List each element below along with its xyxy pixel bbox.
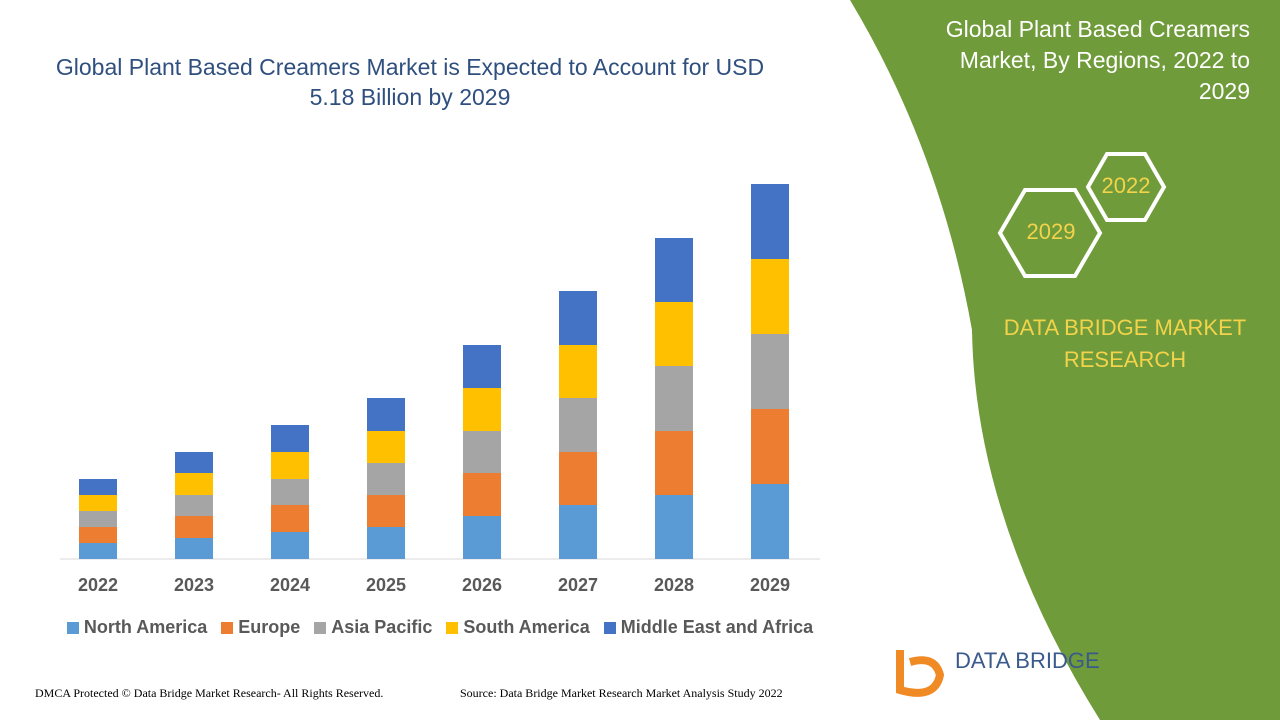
x-tick-label: 2025 bbox=[366, 575, 406, 595]
legend-label: Asia Pacific bbox=[331, 617, 433, 637]
bar-segment bbox=[463, 345, 501, 388]
bar-segment bbox=[79, 511, 117, 527]
legend-item: South America bbox=[446, 617, 590, 638]
bar-segment bbox=[367, 495, 405, 527]
legend-swatch bbox=[221, 621, 234, 634]
legend-label: Middle East and Africa bbox=[620, 617, 814, 637]
legend-item: Europe bbox=[221, 617, 300, 638]
logo-text: DATA BRIDGE bbox=[955, 648, 1100, 673]
x-tick-label: 2029 bbox=[750, 575, 790, 595]
legend: North America Europe Asia Pacific South Ame… bbox=[60, 617, 820, 638]
bar-segment bbox=[175, 516, 213, 538]
bar-segment bbox=[751, 409, 789, 484]
bar-segment bbox=[175, 452, 213, 473]
legend-swatch bbox=[66, 621, 79, 634]
bar-segment bbox=[559, 345, 597, 398]
bar-segment bbox=[655, 431, 693, 495]
legend-swatch bbox=[314, 621, 327, 634]
x-tick-label: 2023 bbox=[174, 575, 214, 595]
bar-segment bbox=[175, 473, 213, 495]
hexagon bbox=[997, 188, 1103, 278]
bar-segment bbox=[367, 431, 405, 463]
bar-segment bbox=[367, 463, 405, 495]
bar-segment bbox=[655, 238, 693, 302]
bar-segment bbox=[271, 452, 309, 479]
bar-segment bbox=[559, 505, 597, 559]
legend-swatch bbox=[603, 621, 616, 634]
brand: DATA BRIDGE MARKET RESEARCH bbox=[1003, 315, 1247, 372]
x-tick-label: 2027 bbox=[558, 575, 598, 595]
bar-segment bbox=[559, 452, 597, 505]
panel-title: Global Plant Based Creamers Market, By R… bbox=[945, 16, 1250, 104]
bar-segment bbox=[463, 516, 501, 559]
legend-item: North America bbox=[66, 617, 208, 638]
bar-segment bbox=[271, 479, 309, 505]
green-panel bbox=[850, 0, 1280, 720]
hexagon bbox=[1085, 152, 1167, 222]
x-tick-label: 2024 bbox=[270, 575, 310, 595]
bar-segment bbox=[79, 479, 117, 495]
bar-segment bbox=[367, 398, 405, 431]
legend-label: South America bbox=[463, 617, 590, 637]
bar-segment bbox=[463, 431, 501, 473]
bar-segment bbox=[79, 543, 117, 559]
bar-segment bbox=[751, 184, 789, 259]
x-tick-label: 2022 bbox=[78, 575, 118, 595]
bar-segment bbox=[559, 398, 597, 452]
bar-segment bbox=[655, 495, 693, 559]
bar-segment bbox=[271, 425, 309, 452]
bar-segment bbox=[367, 527, 405, 559]
legend-item: Asia Pacific bbox=[314, 617, 432, 638]
bar-segment bbox=[463, 473, 501, 516]
bar-segment bbox=[751, 334, 789, 409]
x-tick-label: 2026 bbox=[462, 575, 502, 595]
bar-segment bbox=[175, 495, 213, 516]
bar-segment bbox=[559, 291, 597, 345]
bar-segment bbox=[463, 388, 501, 431]
legend-label: North America bbox=[83, 617, 208, 637]
bar-segment bbox=[655, 302, 693, 366]
bar-segment bbox=[271, 532, 309, 559]
bar-segment bbox=[271, 505, 309, 532]
x-tick-label: 2028 bbox=[654, 575, 694, 595]
legend-label: Europe bbox=[238, 617, 301, 637]
bar-segment bbox=[79, 527, 117, 543]
bar-segment bbox=[175, 538, 213, 559]
bar-segment bbox=[79, 495, 117, 511]
footer-left: DMCA Protected © Data Bridge Market Rese… bbox=[35, 686, 383, 700]
footer-right: Source: Data Bridge Market Research Mark… bbox=[460, 686, 783, 700]
bar-segment bbox=[655, 366, 693, 431]
chart-title: Global Plant Based Creamers Market is Ex… bbox=[55, 54, 765, 110]
bar-segment bbox=[751, 484, 789, 559]
legend-swatch bbox=[446, 621, 459, 634]
logo-icon bbox=[896, 650, 945, 697]
hex-label: 2029 bbox=[1027, 219, 1076, 244]
legend-item: Middle East and Africa bbox=[603, 617, 814, 638]
hex-label: 2022 bbox=[1102, 173, 1151, 198]
bar-segment bbox=[751, 259, 789, 334]
